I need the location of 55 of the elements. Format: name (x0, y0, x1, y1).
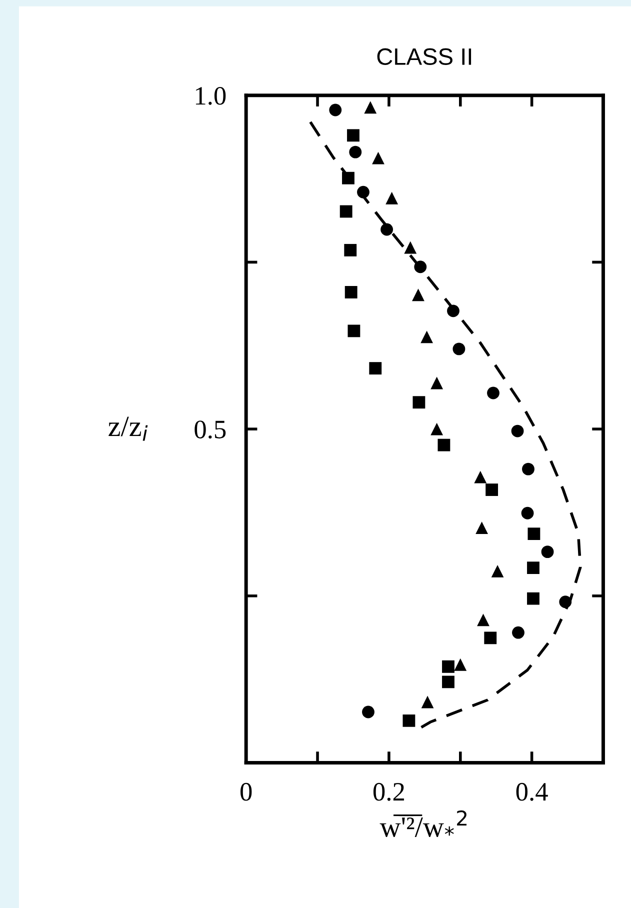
x-tick-label: 0.4 (516, 782, 548, 801)
point (402, 714, 416, 727)
point (527, 562, 540, 574)
point (430, 422, 444, 436)
point (486, 484, 498, 496)
point (474, 470, 487, 484)
point (527, 592, 540, 605)
point (477, 614, 490, 626)
point (421, 696, 434, 708)
line-series (308, 120, 582, 732)
x-axis-title: w̅'̅²̅/w$_{*}$$^{2}$ (380, 810, 466, 838)
point (329, 104, 342, 116)
point (512, 626, 524, 639)
point (521, 506, 534, 520)
x-tick-label: 0.2 (373, 782, 404, 801)
point (364, 101, 377, 114)
point (442, 660, 454, 673)
point (442, 676, 454, 688)
point (430, 376, 444, 390)
point (420, 330, 434, 344)
y-axis-title: z/z$_{i}$ (108, 416, 148, 441)
point (487, 386, 500, 400)
point (372, 152, 384, 164)
point (491, 564, 504, 578)
point (349, 146, 362, 158)
point (404, 241, 417, 254)
point (452, 342, 466, 356)
point (362, 706, 374, 718)
point (447, 304, 460, 318)
y-tick-label: 0.5 (194, 420, 226, 439)
x-tick-label: 0 (240, 782, 252, 801)
point (522, 462, 534, 476)
point (386, 192, 398, 204)
point (438, 438, 450, 452)
point (340, 205, 352, 218)
point (528, 528, 540, 540)
point (380, 223, 394, 236)
point (511, 424, 524, 438)
point (412, 288, 424, 302)
chart-title: CLASS II (377, 48, 472, 66)
point (357, 186, 370, 198)
point (454, 658, 467, 671)
point (342, 172, 354, 184)
point (414, 260, 427, 274)
point (348, 324, 360, 338)
point (412, 396, 426, 409)
point (344, 244, 357, 256)
point (559, 596, 572, 608)
point (369, 362, 382, 375)
y-tick-label: 1.0 (196, 86, 226, 105)
point (484, 632, 497, 644)
point (476, 522, 488, 534)
point (344, 286, 358, 298)
point (541, 546, 554, 558)
point (347, 129, 360, 142)
